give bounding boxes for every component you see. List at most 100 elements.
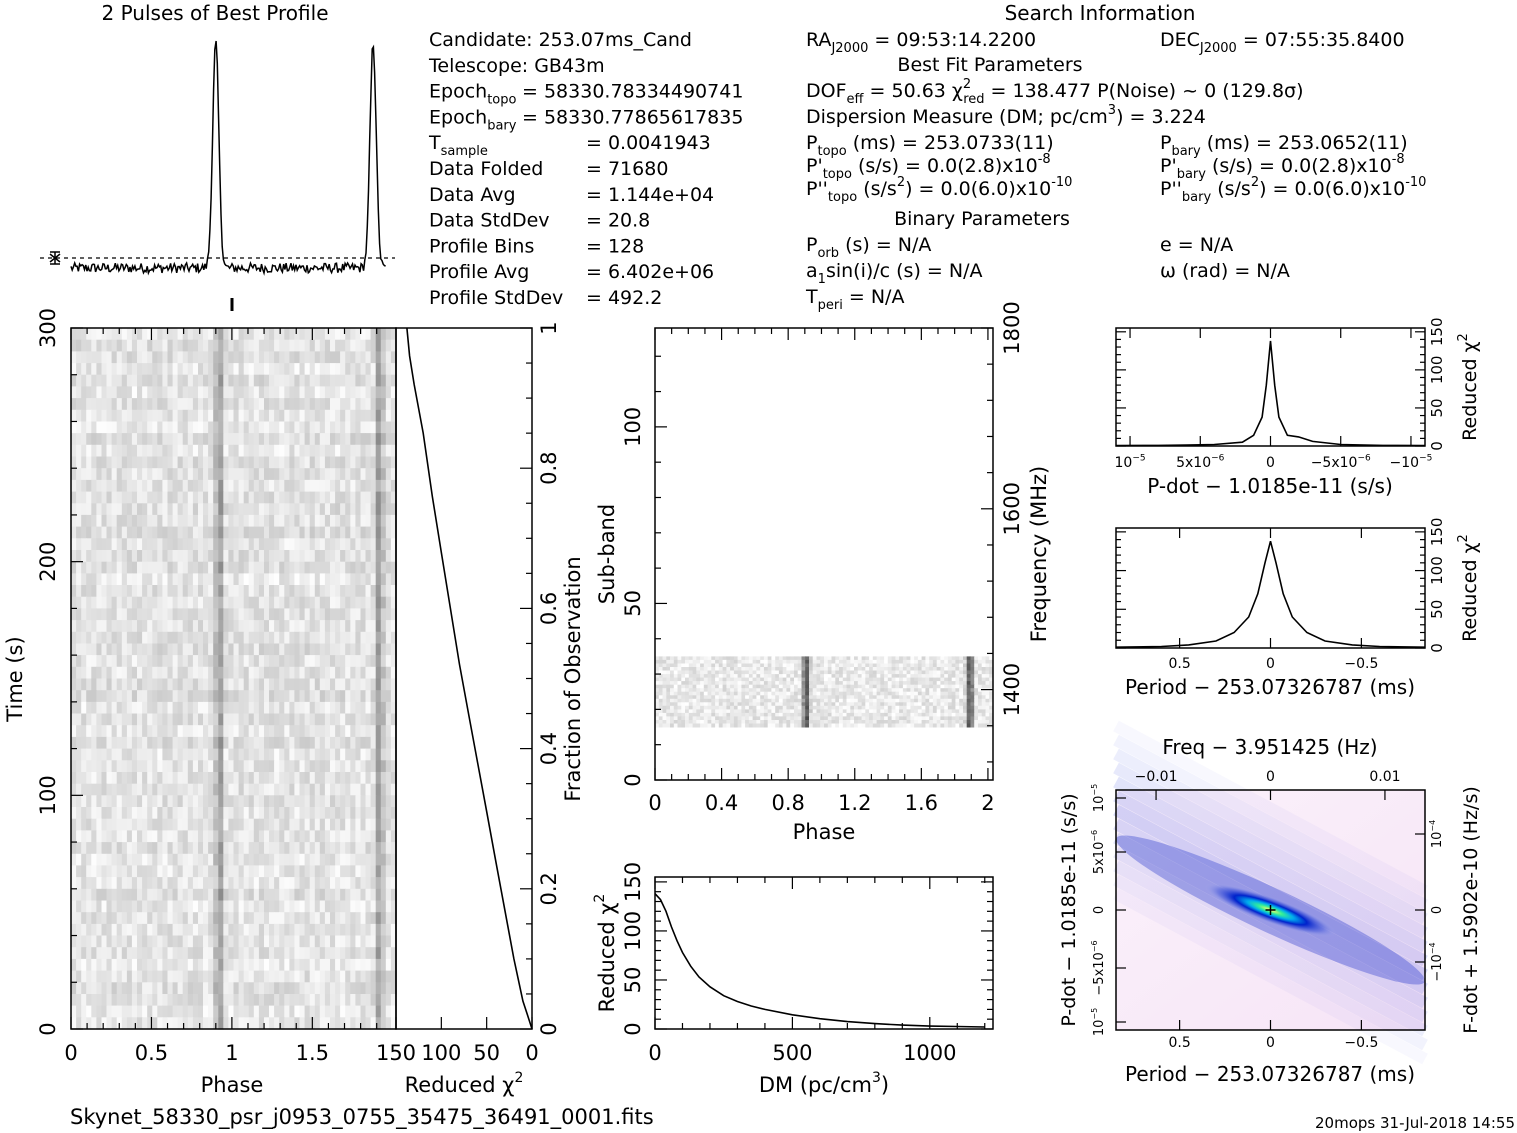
heatmap-cell bbox=[289, 888, 296, 902]
heatmap-cell bbox=[81, 830, 87, 843]
heatmap-cell bbox=[309, 748, 316, 761]
heatmap-cell bbox=[324, 912, 331, 925]
heatmap-cell bbox=[816, 684, 821, 689]
heatmap-cell bbox=[726, 667, 731, 671]
heatmap-cell bbox=[177, 982, 184, 995]
heatmap-cell bbox=[324, 596, 331, 609]
heatmap-cell bbox=[218, 585, 224, 598]
heatmap-cell bbox=[91, 339, 97, 352]
heatmap-cell bbox=[116, 830, 123, 843]
heatmap-cell bbox=[355, 818, 362, 831]
heatmap-cell bbox=[345, 772, 351, 785]
heatmap-cell bbox=[258, 1017, 265, 1030]
heatmap-cell bbox=[101, 351, 108, 364]
heatmap-cell bbox=[947, 684, 953, 689]
heatmap-cell bbox=[309, 923, 316, 937]
heatmap-cell bbox=[243, 842, 250, 855]
heatmap-cell bbox=[76, 970, 82, 983]
heatmap-cell bbox=[309, 701, 316, 715]
heatmap-cell bbox=[284, 561, 290, 574]
heatmap-cell bbox=[790, 677, 795, 682]
heatmap-cell bbox=[264, 409, 270, 423]
heatmap-cell bbox=[142, 923, 148, 937]
heatmap-cell bbox=[264, 1017, 270, 1030]
heatmap-cell bbox=[121, 339, 128, 352]
heatmap-cell bbox=[345, 807, 351, 820]
heatmap-cell bbox=[274, 421, 280, 434]
heatmap-cell bbox=[794, 691, 799, 696]
heatmap-cell bbox=[86, 468, 92, 481]
heatmap-cell bbox=[264, 503, 270, 516]
heatmap-cell bbox=[756, 667, 761, 671]
heatmap-cell bbox=[264, 958, 270, 972]
heatmap-cell bbox=[309, 351, 316, 364]
heatmap-cell bbox=[309, 888, 316, 902]
heatmap-cell bbox=[126, 398, 133, 411]
heatmap-cell bbox=[131, 409, 138, 423]
heatmap-cell bbox=[269, 935, 275, 948]
heatmap-cell bbox=[81, 456, 87, 469]
heatmap-cell bbox=[304, 666, 311, 680]
heatmap-cell bbox=[340, 491, 346, 504]
heatmap-cell bbox=[147, 958, 153, 972]
heatmap-cell bbox=[91, 631, 97, 645]
heatmap-cell bbox=[319, 994, 326, 1007]
heatmap-cell bbox=[355, 620, 362, 633]
heatmap-cell bbox=[131, 736, 138, 750]
heatmap-cell bbox=[688, 674, 694, 679]
heatmap-cell bbox=[865, 681, 870, 686]
heatmap-cell bbox=[324, 386, 331, 399]
heatmap-cell bbox=[350, 666, 356, 680]
heatmap-cell bbox=[865, 663, 870, 668]
heatmap-cell bbox=[106, 865, 113, 878]
heatmap-cell bbox=[111, 1005, 118, 1018]
heatmap-cell bbox=[208, 772, 214, 785]
heatmap-cell bbox=[76, 923, 82, 937]
heatmap-cell bbox=[248, 830, 255, 843]
heatmap-cell bbox=[192, 725, 199, 738]
heatmap-cell bbox=[157, 456, 163, 469]
heatmap-cell bbox=[794, 681, 799, 686]
heatmap-cell bbox=[309, 994, 316, 1007]
heatmap-cell bbox=[360, 772, 367, 785]
heatmap-cell bbox=[741, 677, 746, 682]
heatmap-cell bbox=[213, 386, 219, 399]
heatmap-cell bbox=[162, 923, 169, 937]
heatmap-cell bbox=[253, 772, 260, 785]
heatmap-cell bbox=[335, 748, 341, 761]
heatmap-cell bbox=[258, 514, 265, 528]
heatmap-cell bbox=[279, 526, 285, 539]
heatmap-cell bbox=[741, 663, 746, 668]
heatmap-cell bbox=[121, 678, 128, 691]
heatmap-cell bbox=[865, 667, 870, 671]
heatmap-cell bbox=[380, 339, 387, 352]
heatmap-cell bbox=[228, 386, 235, 399]
heatmap-cell bbox=[248, 1005, 255, 1018]
heatmap-cell bbox=[666, 667, 671, 671]
heatmap-cell bbox=[187, 550, 194, 563]
heatmap-cell bbox=[86, 748, 92, 761]
heatmap-cell bbox=[172, 550, 179, 563]
heatmap-cell bbox=[274, 982, 280, 995]
heatmap-cell bbox=[324, 398, 331, 411]
heatmap-cell bbox=[192, 923, 199, 937]
heatmap-cell bbox=[71, 561, 77, 574]
heatmap-cell bbox=[223, 456, 229, 469]
heatmap-cell bbox=[314, 970, 321, 983]
heatmap-cell bbox=[162, 912, 169, 925]
heatmap-cell bbox=[330, 561, 336, 574]
heatmap-cell bbox=[775, 667, 780, 671]
heatmap-cell bbox=[116, 363, 123, 376]
heatmap-cell bbox=[390, 479, 397, 493]
heatmap-cell bbox=[963, 663, 968, 668]
heatmap-cell bbox=[106, 573, 113, 586]
heatmap-cell bbox=[380, 655, 387, 668]
heatmap-cell bbox=[157, 514, 163, 528]
heatmap-cell bbox=[917, 688, 923, 693]
heatmap-cell bbox=[910, 659, 915, 664]
heatmap-cell bbox=[685, 688, 690, 693]
heatmap-cell bbox=[208, 374, 214, 387]
heatmap-cell bbox=[782, 691, 787, 696]
heatmap-cell bbox=[741, 667, 746, 671]
heatmap-cell bbox=[269, 947, 275, 960]
